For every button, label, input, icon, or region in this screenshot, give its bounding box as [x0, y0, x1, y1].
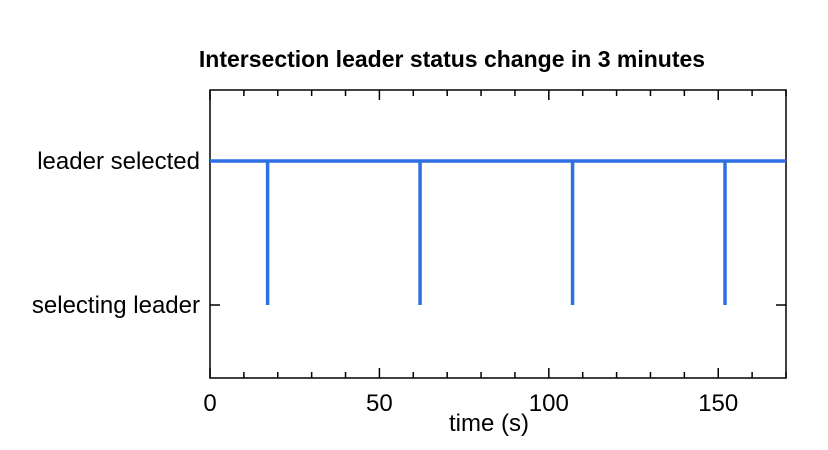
- chart-title: Intersection leader status change in 3 m…: [199, 46, 705, 72]
- series-line: [210, 159, 786, 305]
- axis-ticks: [209, 90, 787, 378]
- x-tick-label: 0: [203, 390, 216, 417]
- plot-area-frame: [209, 89, 787, 379]
- x-tick-label: 100: [529, 390, 569, 417]
- y-tick-label: selecting leader: [32, 292, 200, 319]
- x-axis-label: time (s): [449, 410, 529, 437]
- x-tick-label: 50: [366, 390, 393, 417]
- tick-labels: 0 50 100 150 selecting leader leader selected: [32, 148, 738, 417]
- y-tick-label: leader selected: [37, 148, 200, 175]
- x-tick-label: 150: [698, 390, 738, 417]
